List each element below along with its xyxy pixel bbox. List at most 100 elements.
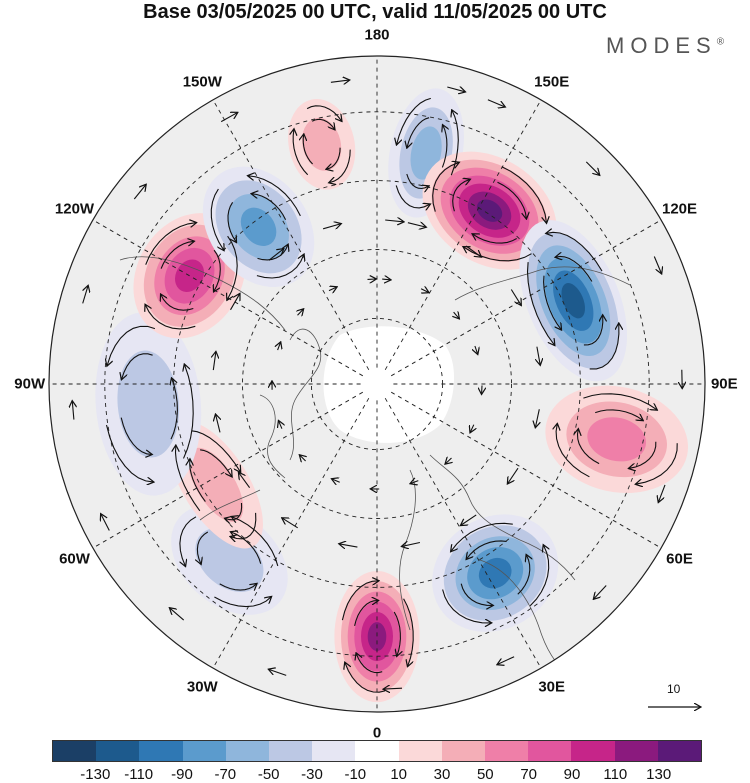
streamline <box>467 540 507 559</box>
streamline <box>227 202 236 241</box>
longitude-label: 120W <box>54 200 95 218</box>
brand-name: MODES <box>606 33 717 58</box>
streamline <box>252 194 287 221</box>
wind-arrow <box>328 287 336 290</box>
streamline <box>256 255 304 279</box>
wind-arrow <box>330 80 349 82</box>
wind-arrow <box>411 481 419 484</box>
wind-arrow <box>536 409 540 427</box>
streamline <box>517 555 530 595</box>
streamline <box>311 118 334 129</box>
anomaly-center-3 <box>545 385 689 494</box>
streamline <box>248 176 301 217</box>
map-title: Base 03/05/2025 00 UTC, valid 11/05/2025… <box>143 1 607 23</box>
wind-arrow <box>101 515 110 531</box>
longitude-label: 0 <box>372 724 382 742</box>
colorbar-cell <box>139 741 183 761</box>
wind-arrow <box>239 473 251 489</box>
streamline <box>257 245 288 261</box>
wind-arrow <box>220 113 237 123</box>
wind-arrow <box>475 345 478 354</box>
colorbar-tick-label: 70 <box>520 766 538 783</box>
wind-arrow <box>213 352 216 371</box>
streamline <box>231 512 257 539</box>
streamline <box>232 517 279 567</box>
anomaly-contour <box>476 199 503 222</box>
meridian-line <box>390 391 662 549</box>
streamline <box>227 235 238 299</box>
colorbar <box>52 740 702 762</box>
streamline <box>303 135 314 165</box>
streamline <box>595 409 642 420</box>
streamline <box>451 522 513 551</box>
streamline <box>293 130 309 176</box>
meridian-line <box>212 397 370 669</box>
colorbar-cell <box>225 741 270 761</box>
colorbar-tick-label: -110 <box>124 766 154 783</box>
streamline <box>407 117 430 148</box>
colorbar-cell <box>96 741 140 761</box>
anomaly-center-4 <box>432 514 559 632</box>
colorbar-tick-label: -130 <box>80 766 111 783</box>
wind-arrow <box>447 87 464 92</box>
longitude-label: 150E <box>534 73 570 90</box>
colorbar-cell <box>398 741 442 761</box>
streamline <box>197 531 209 564</box>
colorbar-tick-label: 50 <box>476 766 494 783</box>
streamline <box>501 166 547 223</box>
colorbar-cell <box>657 741 702 761</box>
streamline <box>589 324 619 370</box>
streamline <box>176 446 201 512</box>
pole-region <box>323 326 455 443</box>
streamline <box>171 379 178 440</box>
wind-streamlines <box>72 80 682 692</box>
longitude-label: 90E <box>710 375 738 393</box>
colorbar-tick-label: -50 <box>257 766 280 783</box>
streamline <box>442 589 491 623</box>
wind-arrow <box>454 312 459 318</box>
streamline <box>547 232 603 272</box>
wind-arrow <box>216 415 220 433</box>
streamline <box>184 365 194 459</box>
streamline <box>354 601 378 627</box>
wind-arrow <box>487 99 505 107</box>
streamline <box>105 424 154 482</box>
streamline <box>406 173 429 189</box>
vector-reference-label: 10 <box>667 682 681 696</box>
longitude-label: 120E <box>661 200 698 218</box>
streamline <box>210 188 223 250</box>
colorbar-tick-label: 110 <box>603 766 628 783</box>
polar-map <box>48 55 706 713</box>
streamline <box>397 97 431 144</box>
streamline <box>330 149 351 183</box>
streamline <box>191 430 241 472</box>
streamline <box>578 430 600 465</box>
wind-arrow <box>510 289 521 305</box>
meridian-line <box>384 99 542 371</box>
streamline <box>583 316 603 346</box>
streamline <box>452 180 470 212</box>
streamline <box>146 305 196 330</box>
longitude-label: 60W <box>59 550 90 568</box>
streamline <box>214 597 271 608</box>
streamline <box>327 147 341 169</box>
streamline <box>529 546 549 607</box>
streamline <box>180 516 197 566</box>
meridian-line <box>384 397 542 669</box>
wind-arrow <box>133 185 145 200</box>
colorbar-tick-label: -70 <box>214 766 237 783</box>
wind-arrow <box>384 688 403 689</box>
streamline <box>473 234 517 244</box>
wind-arrow <box>508 467 519 483</box>
wind-arrow <box>283 518 298 529</box>
anomaly-center-5 <box>334 570 420 703</box>
streamline <box>403 598 414 666</box>
map-border <box>48 55 706 713</box>
streamline <box>497 181 527 218</box>
colorbar-cell <box>571 741 615 761</box>
streamline <box>556 424 590 478</box>
streamline <box>200 449 232 476</box>
streamline <box>543 275 561 330</box>
streamline <box>395 185 429 208</box>
anomaly-contour <box>367 622 387 651</box>
